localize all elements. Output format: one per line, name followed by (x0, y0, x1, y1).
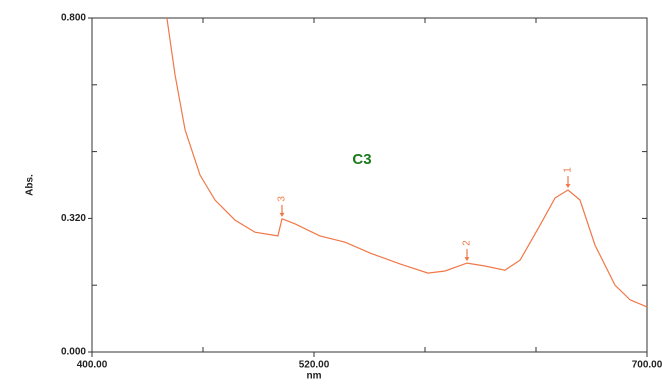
x-tick-label: 400.00 (77, 360, 108, 371)
peak-label: 2 (462, 240, 473, 246)
peak-arrowhead (279, 212, 285, 217)
peak-label: 3 (277, 196, 288, 202)
peak-label: 1 (563, 167, 574, 173)
y-tick-label: 0.320 (61, 213, 86, 224)
y-tick-label: 0.000 (61, 347, 86, 358)
y-tick-label: 0.800 (61, 13, 86, 24)
chart-title: C3 (352, 151, 371, 168)
spectrum-line (166, 18, 647, 308)
y-axis-label: Abs. (25, 174, 36, 196)
x-tick-label: 520.00 (299, 360, 330, 371)
peak-arrowhead (464, 257, 470, 262)
x-axis-label: nm (307, 371, 322, 380)
x-tick-label: 700.00 (632, 360, 662, 371)
peak-arrowhead (565, 184, 571, 189)
plot-frame (91, 17, 648, 353)
